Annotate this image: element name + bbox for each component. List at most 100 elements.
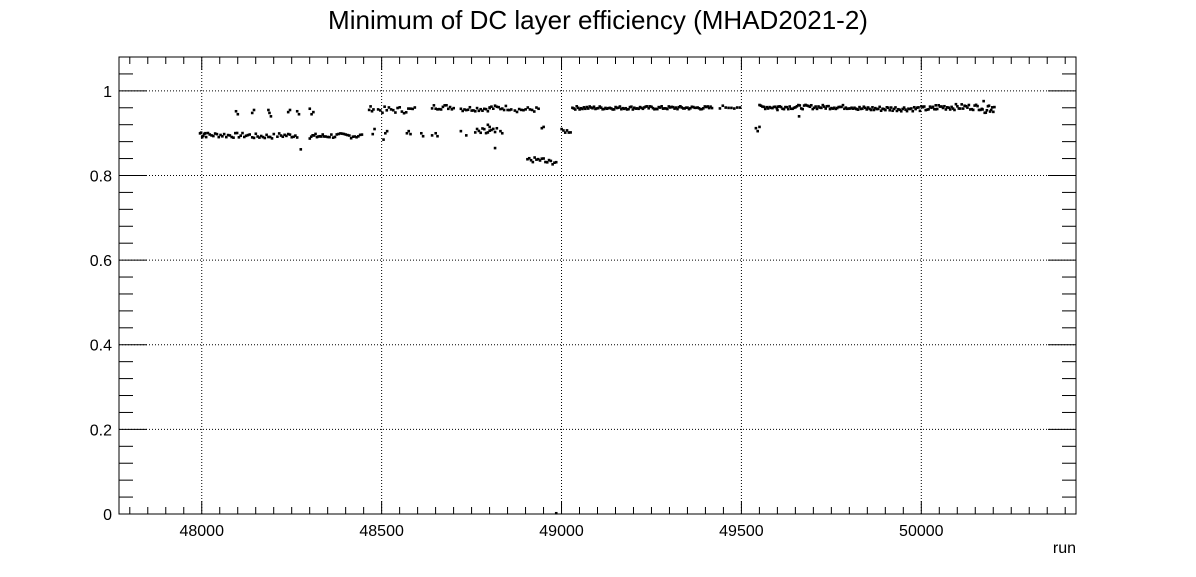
data-point	[811, 107, 815, 111]
data-point	[934, 104, 938, 107]
data-point	[693, 106, 697, 110]
data-point	[827, 104, 830, 108]
data-point	[225, 135, 228, 139]
data-point	[484, 131, 488, 135]
data-point	[802, 104, 806, 107]
data-point	[956, 105, 959, 108]
data-points	[198, 99, 996, 515]
data-point	[288, 133, 292, 136]
data-point	[468, 105, 472, 109]
data-point	[872, 108, 876, 112]
data-point	[234, 109, 238, 113]
data-point	[615, 106, 619, 110]
data-point	[310, 112, 313, 116]
data-point	[866, 106, 870, 109]
data-point	[766, 107, 770, 110]
data-point	[843, 107, 846, 111]
data-point	[947, 106, 951, 110]
data-point	[452, 106, 455, 110]
data-point	[430, 134, 434, 137]
x-tick-label: 49500	[719, 523, 764, 540]
data-point	[631, 108, 635, 111]
data-point	[928, 105, 932, 108]
data-point	[821, 103, 825, 107]
data-point	[632, 106, 636, 110]
data-point	[228, 134, 232, 137]
data-point	[484, 107, 488, 111]
data-point	[434, 131, 438, 135]
data-point	[420, 131, 423, 135]
data-point	[279, 134, 283, 137]
data-point	[235, 131, 239, 135]
data-point	[286, 110, 290, 114]
data-point	[369, 105, 372, 108]
data-point	[686, 106, 689, 109]
data-point	[450, 108, 454, 111]
data-point	[446, 107, 450, 111]
data-point	[490, 128, 493, 132]
data-point	[526, 157, 529, 161]
data-point	[987, 104, 991, 108]
data-point	[915, 106, 919, 110]
data-point	[520, 108, 523, 112]
data-point	[382, 138, 385, 141]
data-point	[856, 108, 860, 111]
data-point	[671, 105, 675, 109]
data-point	[845, 107, 849, 111]
data-point	[651, 106, 655, 110]
data-point	[875, 107, 879, 111]
data-point	[394, 111, 397, 114]
data-point	[850, 106, 853, 110]
data-point	[970, 107, 974, 111]
data-point	[389, 108, 393, 111]
data-point	[486, 123, 490, 127]
data-point	[673, 107, 676, 110]
data-point	[464, 134, 468, 137]
data-point	[647, 106, 650, 110]
data-point	[931, 105, 935, 109]
data-point	[201, 134, 205, 138]
data-point	[396, 106, 399, 110]
data-point	[934, 108, 938, 111]
data-point	[960, 103, 963, 106]
data-point	[808, 105, 812, 109]
data-point	[911, 109, 915, 113]
data-point	[617, 106, 620, 109]
data-point	[625, 108, 629, 111]
data-point	[409, 132, 412, 136]
data-point	[219, 133, 222, 137]
data-point	[299, 148, 303, 151]
data-point	[684, 106, 688, 109]
data-point	[624, 106, 627, 110]
data-point	[294, 134, 297, 137]
chart-title: Minimum of DC layer efficiency (MHAD2021…	[328, 5, 868, 35]
data-point	[697, 106, 701, 110]
y-tick-label: 0.6	[90, 253, 112, 270]
data-point	[681, 107, 685, 110]
data-point	[951, 107, 955, 110]
data-point	[589, 106, 593, 109]
data-point	[346, 133, 349, 137]
data-point	[690, 105, 694, 109]
data-point	[421, 134, 425, 138]
data-point	[246, 133, 250, 137]
data-point	[551, 163, 554, 166]
data-point	[524, 108, 527, 111]
data-point	[650, 105, 653, 109]
data-point	[333, 135, 337, 139]
data-point	[488, 125, 491, 129]
data-point	[792, 106, 796, 110]
data-point	[648, 105, 652, 108]
data-point	[807, 104, 810, 108]
data-point	[586, 107, 590, 110]
data-point	[517, 107, 521, 111]
data-point	[937, 103, 940, 107]
data-point	[863, 106, 867, 110]
data-point	[348, 134, 351, 137]
data-point	[204, 135, 208, 139]
data-point	[407, 107, 410, 110]
data-point	[488, 129, 491, 133]
data-point	[381, 111, 384, 115]
data-point	[288, 108, 292, 112]
data-point	[256, 135, 259, 138]
